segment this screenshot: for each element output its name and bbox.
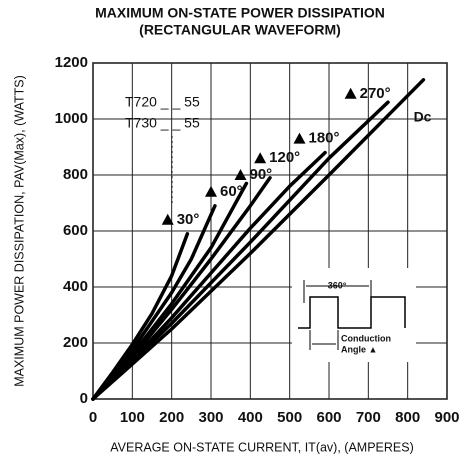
curve [91,204,217,401]
x-tick-label: 500 [277,409,302,426]
note: T720 _ _ 55 [125,94,200,110]
curve-label: 120° [269,149,300,166]
x-tick-label: 0 [89,409,97,426]
inset-label: Angle ▲ [341,344,377,354]
inset: 360° Conduction Angle ▲ [292,268,416,362]
x-tick-label: 700 [356,409,381,426]
marker [293,132,306,144]
marker [344,87,357,99]
x-axis-label: AVERAGE ON-STATE CURRENT, IT(av), (AMPER… [110,440,414,454]
y-axis-label: MAXIMUM POWER DISSIPATION, PAV(Max), (WA… [12,75,26,387]
curve [91,78,426,401]
y-tick-label: 1000 [55,110,88,127]
x-tick-label: 800 [395,409,420,426]
y-tick-label: 200 [63,334,88,351]
marker [205,185,217,197]
y-tick-label: 600 [63,222,88,239]
marker [254,152,267,164]
x-tick-label: 400 [238,409,263,426]
chart-title: MAXIMUM ON-STATE POWER DISSIPATION [95,5,385,21]
inset-background [292,268,416,362]
x-tick-label: 300 [198,409,223,426]
curve-label: 180° [309,130,340,147]
x-tick-label: 600 [316,409,341,426]
inset-label: Conduction [341,333,391,343]
y-tick-label: 0 [80,390,88,407]
x-tick-label: 100 [120,409,145,426]
curve-label: 90° [250,166,273,183]
y-tick-label: 1200 [55,54,88,71]
y-tick-label: 400 [63,278,88,295]
x-tick-label: 900 [434,409,459,426]
y-tick-label: 800 [63,166,88,183]
marker [234,169,247,180]
marker [161,213,174,225]
curve-label: Dc [414,108,432,124]
waveform [298,296,406,329]
note: T730 _ _ 55 [125,115,200,131]
plot-area: 0 100 200 300 400 500 600 700 800 900 0 200 400 600 80… [55,54,460,426]
chart-subtitle: (RECTANGULAR WAVEFORM) [139,22,341,38]
x-tick-label: 200 [159,409,184,426]
inset-label: 360° [328,280,347,290]
curve-label: 270° [360,85,391,102]
curve-label: 60° [220,183,243,200]
curve [91,100,390,401]
curve-label: 30° [177,211,200,228]
